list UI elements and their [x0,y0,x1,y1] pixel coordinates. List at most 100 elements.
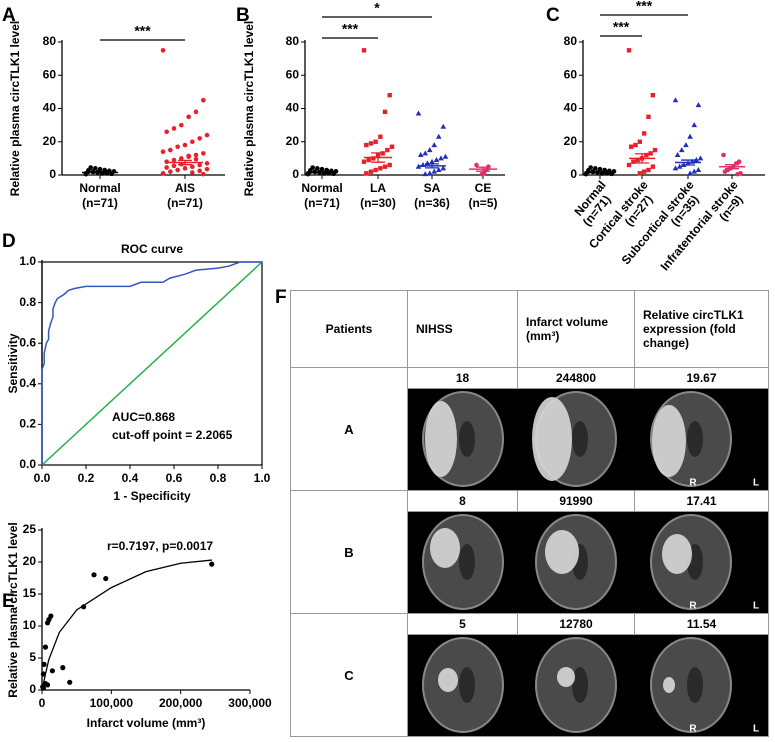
point [431,168,438,174]
point [697,155,704,161]
roc-curve [41,261,262,465]
point [315,166,320,171]
point [373,167,378,173]
x-tick-label: Infratentorial stroke [658,178,741,274]
point [171,157,177,163]
point [368,141,374,146]
point [193,109,199,115]
point [438,155,444,161]
point [641,169,647,174]
x-tick-label: 0.8 [210,471,227,485]
point [91,572,97,578]
point [672,165,679,171]
y-tick-label: 20 [286,134,300,148]
point [382,164,388,169]
point [175,167,180,173]
point [674,152,681,158]
header-row: Patients NIHSS Infarct volume (mm³) Relativ… [290,290,769,368]
y-tick-label: 0 [292,167,299,181]
point [646,114,651,120]
point [179,156,184,161]
point [637,139,643,144]
point [628,144,634,149]
point [387,93,392,98]
point [687,170,693,176]
point [164,159,169,164]
panel-label: F [275,287,287,308]
significance-label: *** [342,21,359,37]
x-tick-label: 0.6 [166,471,183,485]
point [735,171,740,177]
point [179,122,184,128]
point [182,166,188,171]
point [597,166,603,172]
image-label: L [753,724,759,735]
point [40,685,46,691]
point [160,48,166,53]
point [186,153,191,159]
point [652,147,658,153]
point [676,163,683,169]
lesion [438,668,458,692]
y-tick-label: 0.2 [19,417,36,431]
lesion [545,530,579,574]
point [164,165,169,170]
point [197,136,202,141]
point [67,679,73,685]
point [426,170,433,176]
y-tick-label: 20 [564,134,578,148]
y-tick-label: 40 [564,101,578,115]
point [415,110,422,116]
point [637,171,643,176]
point [201,97,206,103]
y-tick-label: 0.8 [19,295,36,309]
patient-label: C [290,613,408,737]
point [435,133,442,139]
y-tick-label: 80 [43,34,57,48]
x-axis-label: Infarct volume (mm³) [87,716,206,730]
point [175,144,180,150]
point [193,152,199,158]
point [424,160,431,166]
x-tick-count: (n=30) [360,196,396,210]
x-tick-label: SA [424,181,441,195]
point [626,162,632,168]
point [41,661,47,668]
point [586,168,591,173]
table-value: 91990 [517,490,635,512]
x-tick-label: AIS [175,181,195,195]
error-bar [476,166,490,172]
table-value: 17.41 [634,490,769,512]
lesion [430,528,460,568]
x-tick-label-group: Infratentorial stroke(n=9) [658,178,746,274]
point [190,139,195,145]
point [364,171,369,176]
x-tick-label: 100,000 [90,696,134,710]
point [387,162,392,168]
x-tick-label: Normal [301,181,342,195]
x-tick-label: 0 [39,696,46,710]
point [479,171,485,177]
column-header: Infarct volume (mm³) [517,290,635,368]
brain-ventricle [687,421,703,457]
point [678,147,685,153]
table-value: 5 [407,613,518,635]
point [426,147,433,153]
y-tick-label: 0.0 [19,457,36,471]
point [633,142,638,148]
image-label: L [753,478,759,489]
point [385,147,390,153]
image-label: L [753,601,759,612]
point [422,171,429,177]
point [474,162,479,168]
point [190,170,195,175]
point [433,157,440,163]
point [644,152,649,158]
y-tick-label: 10 [23,618,37,632]
error-bar [681,159,695,166]
point [308,168,313,173]
